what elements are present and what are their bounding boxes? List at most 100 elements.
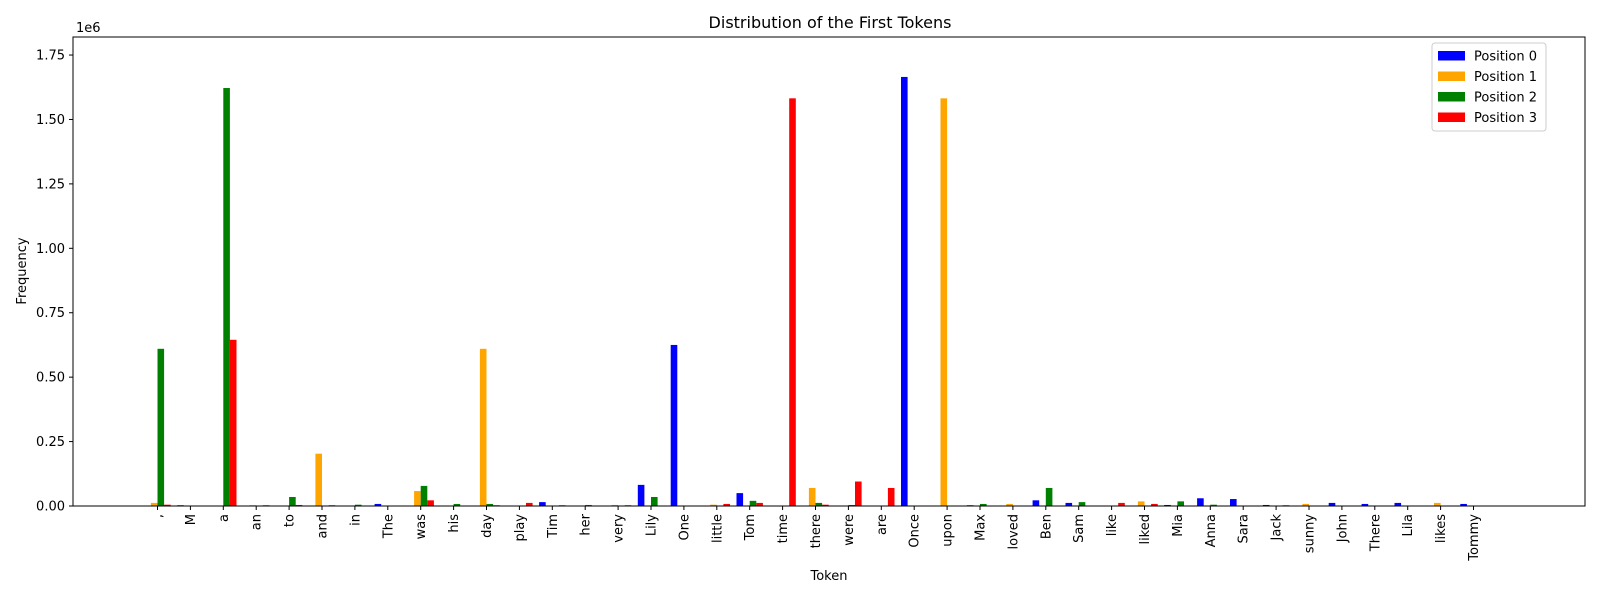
legend-swatch xyxy=(1438,112,1465,122)
y-tick-label: 0.75 xyxy=(36,306,65,321)
bar-position-3-29 xyxy=(1118,502,1125,506)
y-tick-label: 1.25 xyxy=(36,177,65,192)
x-tick-label: Ben xyxy=(1039,514,1054,539)
bar-position-2-32 xyxy=(1210,504,1217,506)
bar-position-1-35 xyxy=(1302,503,1309,506)
x-tick-label: Lily xyxy=(645,514,660,536)
legend-swatch xyxy=(1438,92,1465,102)
x-tick-label: There xyxy=(1368,514,1383,552)
x-tick-label: and xyxy=(316,514,331,538)
x-tick-label: like xyxy=(1105,514,1120,536)
bar-position-0-32 xyxy=(1197,498,1204,506)
bar-position-2-25 xyxy=(980,503,987,506)
bar-position-0-12 xyxy=(539,502,546,506)
bar-position-3-4 xyxy=(295,504,303,506)
bar-position-3-17 xyxy=(723,503,730,506)
x-tick-label: One xyxy=(677,514,692,540)
bar-position-2-4 xyxy=(289,496,296,506)
bars-layer xyxy=(150,76,1467,507)
x-tick-label: there xyxy=(809,514,824,548)
bar-position-1-8 xyxy=(414,491,421,506)
bar-position-1-30 xyxy=(1137,501,1145,506)
x-tick-label: a xyxy=(217,514,232,522)
y-tick-label: 1.75 xyxy=(36,49,65,64)
y-tick-label: 0.25 xyxy=(36,435,65,450)
bar-position-1-17 xyxy=(710,504,717,506)
bar-position-2-0 xyxy=(157,348,165,506)
bar-position-3-11 xyxy=(526,502,533,506)
x-tick-label: in xyxy=(348,514,363,526)
bar-position-0-16 xyxy=(670,344,678,506)
bar-position-2-6 xyxy=(354,504,362,506)
y-axis-multiplier: 1e6 xyxy=(76,21,101,36)
bar-position-2-21 xyxy=(848,504,855,506)
plot-area xyxy=(72,36,1586,507)
legend-swatch xyxy=(1438,71,1465,81)
x-tick-label: , xyxy=(151,514,166,518)
x-tick-label: liked xyxy=(1138,514,1153,545)
bar-position-2-31 xyxy=(1177,501,1184,506)
bar-position-2-18 xyxy=(749,500,757,506)
x-tick-label: to xyxy=(283,514,298,527)
x-tick-label: Max xyxy=(974,514,989,541)
x-tick-label: likes xyxy=(1434,514,1449,543)
bar-position-1-0 xyxy=(150,502,158,506)
bar-position-2-28 xyxy=(1078,502,1086,506)
x-tick-label: day xyxy=(480,514,495,538)
x-axis-label: Token xyxy=(810,569,848,584)
x-tick-label: Tommy xyxy=(1467,514,1482,562)
bar-position-0-23 xyxy=(901,76,908,506)
bar-position-0-38 xyxy=(1394,502,1402,506)
x-tick-label: M xyxy=(184,514,199,525)
y-axis-label: Frequency xyxy=(15,237,30,304)
bar-position-2-10 xyxy=(486,503,494,506)
legend-box xyxy=(1431,42,1547,132)
bar-position-1-14 xyxy=(611,504,619,506)
bar-position-1-5 xyxy=(315,453,322,506)
y-tick-label: 0.50 xyxy=(36,371,65,386)
x-tick-label: Sara xyxy=(1237,514,1252,544)
bar-position-1-24 xyxy=(940,98,948,506)
bar-position-3-2 xyxy=(229,339,237,506)
bar-position-2-13 xyxy=(585,504,592,506)
bar-position-2-15 xyxy=(651,496,658,506)
x-tick-label: Once xyxy=(908,514,923,548)
legend-label: Position 0 xyxy=(1474,50,1537,65)
x-tick-label: her xyxy=(579,513,594,535)
legend: Position 0 Position 1 Position 2 Position 3 xyxy=(1431,42,1547,132)
bar-position-0-40 xyxy=(1460,503,1467,506)
bar-position-0-18 xyxy=(736,493,744,506)
legend-label: Position 1 xyxy=(1474,70,1537,85)
y-tick-label: 1.00 xyxy=(36,242,65,257)
bar-position-1-39 xyxy=(1434,502,1441,506)
bar-position-2-27 xyxy=(1045,487,1053,506)
bar-position-0-34 xyxy=(1262,504,1270,506)
bar-position-2-9 xyxy=(453,503,461,506)
bar-position-2-2 xyxy=(223,88,230,507)
y-tick-label: 1.50 xyxy=(36,113,65,128)
bar-position-1-26 xyxy=(1006,503,1013,506)
legend-label: Position 3 xyxy=(1474,111,1537,126)
x-tick-label: Sam xyxy=(1072,514,1087,543)
x-tick-label: Tom xyxy=(743,514,758,541)
bar-position-0-31 xyxy=(1164,504,1171,506)
x-tick-label: very xyxy=(612,514,627,543)
legend-label: Position 2 xyxy=(1474,91,1537,106)
bar-position-3-21 xyxy=(855,481,862,506)
chart-title: Distribution of the First Tokens xyxy=(709,13,952,32)
x-tick-label: John xyxy=(1335,514,1350,543)
bar-position-3-8 xyxy=(427,500,434,506)
x-tick-label: his xyxy=(447,514,462,533)
legend-swatch xyxy=(1438,51,1465,61)
x-tick-label: Tim xyxy=(546,514,561,539)
bar-position-1-10 xyxy=(479,348,487,506)
x-tick-label: upon xyxy=(941,514,956,547)
bar-position-3-20 xyxy=(822,504,829,506)
bar-position-0-7 xyxy=(374,503,382,506)
x-tick-label: loved xyxy=(1006,514,1021,550)
x-tick-label: sunny xyxy=(1303,514,1318,553)
bar-position-1-20 xyxy=(808,487,816,506)
x-tick-label: The xyxy=(381,514,396,539)
